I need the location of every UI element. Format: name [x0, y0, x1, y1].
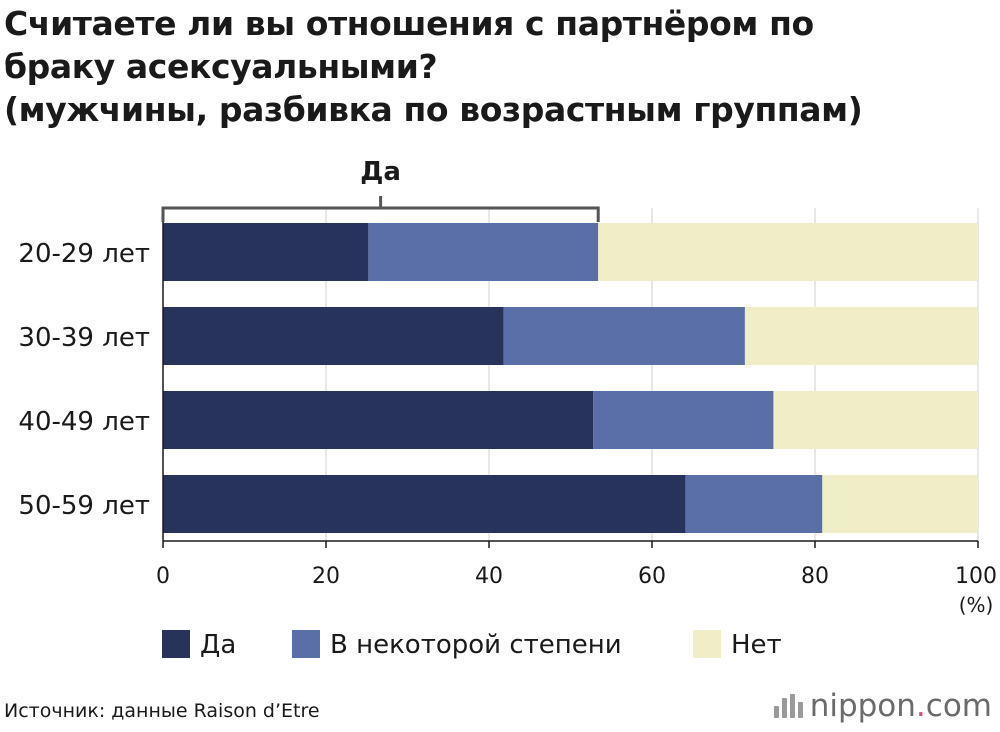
title-line-2: браку асексуальными?	[4, 47, 438, 86]
chart-title: Считаете ли вы отношения с партнёром по …	[4, 2, 994, 131]
bar-somewhat-4	[685, 475, 823, 533]
bar-no-3	[773, 391, 978, 449]
bar-no-4	[822, 475, 978, 533]
legend-swatch-no	[693, 630, 721, 658]
annotation-bracket	[161, 206, 600, 222]
category-label: 40-49 лет	[18, 407, 150, 437]
x-tick-label: 100	[955, 564, 997, 589]
brand-tld: com	[925, 688, 992, 724]
category-label: 30-39 лет	[18, 323, 150, 353]
category-label: 50-59 лет	[18, 491, 150, 521]
legend-swatch-somewhat	[292, 630, 320, 658]
legend-label-yes: Да	[200, 630, 236, 660]
bar-somewhat-2	[503, 307, 745, 365]
bar-somewhat-1	[368, 223, 599, 281]
annotation-label: Да	[360, 157, 401, 187]
bar-somewhat-3	[593, 391, 774, 449]
bar-yes-4	[163, 475, 686, 533]
unit-label: (%)	[959, 593, 994, 617]
x-tick-label: 20	[312, 564, 340, 589]
legend-swatch-yes	[162, 630, 190, 658]
brand-dot: .	[915, 688, 926, 724]
bar-no-2	[744, 307, 978, 365]
x-tick-label: 40	[475, 564, 503, 589]
bar-yes-3	[163, 391, 594, 449]
bar-yes-1	[163, 223, 369, 281]
x-tick-label: 0	[156, 564, 170, 589]
brand-logo: nippon. com	[773, 688, 992, 724]
title-line-3: (мужчины, разбивка по возрастным группам…	[4, 90, 863, 129]
x-tick-label: 80	[801, 564, 829, 589]
brand-name: nippon	[809, 688, 916, 724]
bar-no-1	[598, 223, 978, 281]
source-note: Источник: данные Raison d’Etre	[4, 700, 320, 722]
nippon-logo-icon	[773, 694, 804, 718]
legend-label-no: Нет	[731, 630, 782, 660]
legend-label-somewhat: В некоторой степени	[330, 630, 622, 660]
category-label: 20-29 лет	[18, 239, 150, 269]
title-line-1: Считаете ли вы отношения с партнёром по	[4, 4, 814, 43]
x-tick-label: 60	[638, 564, 666, 589]
bar-yes-2	[163, 307, 504, 365]
